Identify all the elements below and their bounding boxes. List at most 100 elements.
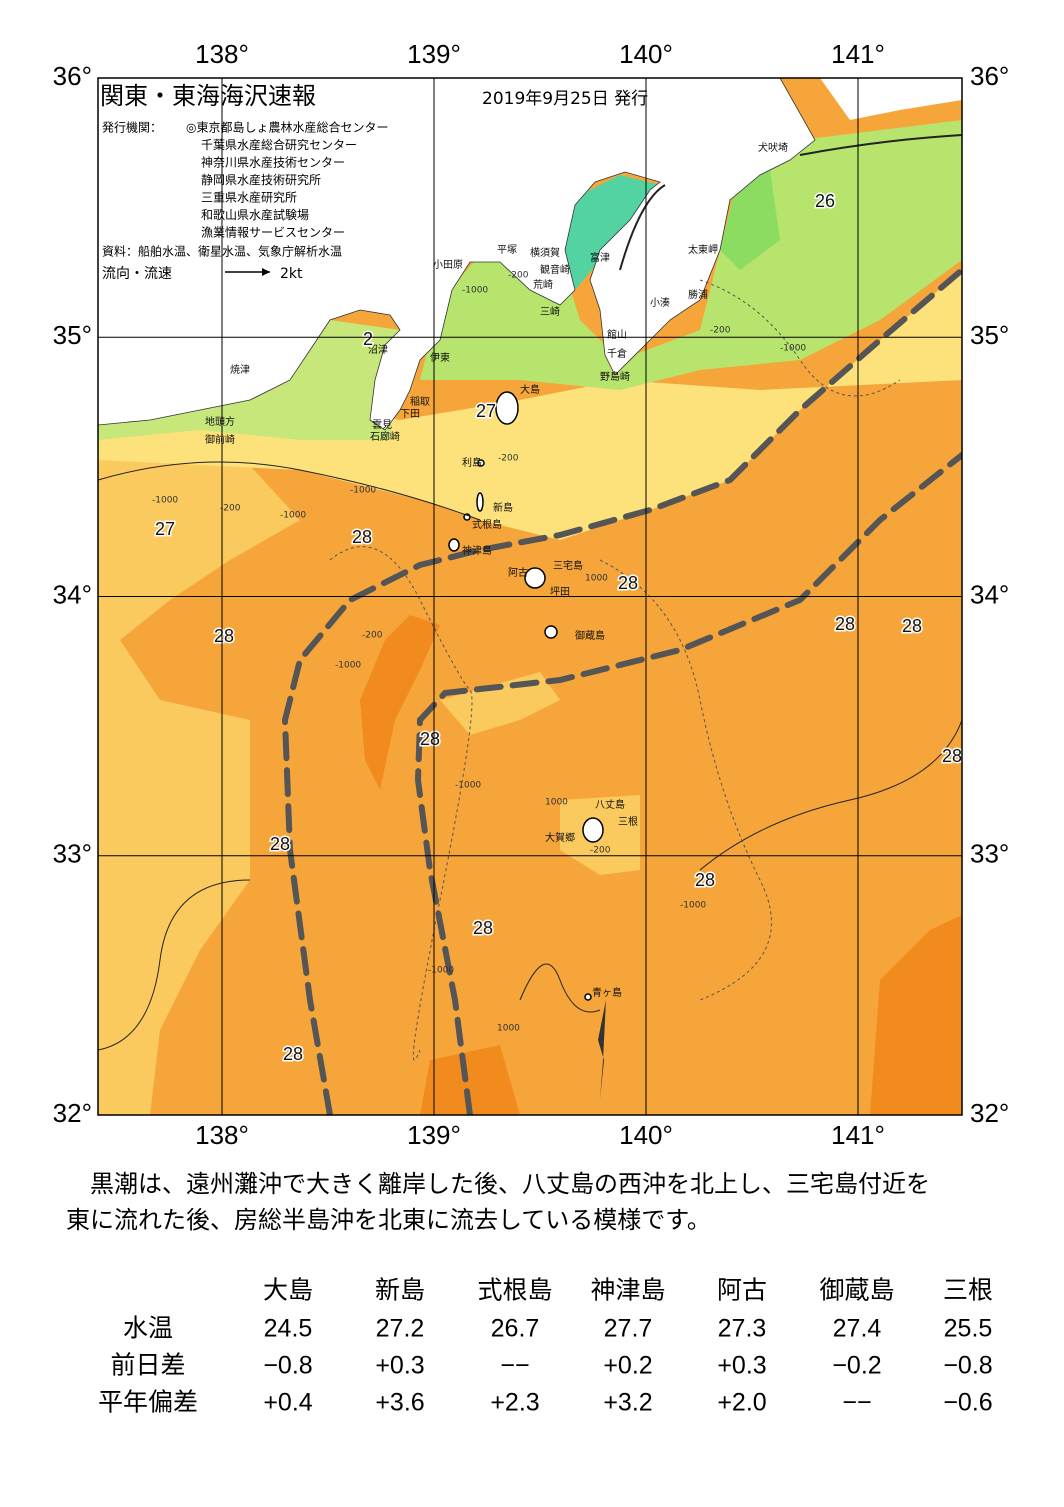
contour: [519, 963, 601, 1013]
place-name: 御蔵島: [575, 629, 605, 642]
temperature-label: 28: [902, 616, 922, 636]
lat-label-right: 33°: [970, 839, 1009, 869]
table-cell: −0.2: [832, 1352, 881, 1380]
depth-contour: [329, 546, 473, 1061]
depth-contour: [599, 559, 772, 1001]
temperature-label: 26: [815, 191, 835, 211]
sea-zone: [870, 915, 962, 1115]
sea-zone: [98, 440, 300, 1115]
place-name: 荒崎: [533, 278, 553, 291]
current-arrow: [598, 1000, 606, 1100]
column-header: 阿古: [717, 1277, 767, 1305]
place-name: 八丈島: [595, 798, 625, 811]
lon-label-top: 138°: [195, 39, 249, 69]
table-cell: +2.0: [717, 1389, 766, 1417]
publisher: ◎東京都島しょ農林水産総合センター: [186, 120, 388, 135]
depth-label: -1000: [428, 966, 454, 976]
table-cell: −0.6: [943, 1389, 992, 1417]
kuroshio-axis: [281, 267, 962, 1115]
place-name: 三根: [618, 815, 638, 828]
place-name: 太東岬: [688, 243, 718, 256]
table-cell: −0.8: [263, 1352, 312, 1380]
depth-label: 1000: [545, 798, 568, 808]
place-name: 三宅島: [553, 559, 583, 572]
place-name: 神津島: [462, 544, 492, 557]
row-header: 前日差: [110, 1352, 185, 1380]
depth-label: -200: [498, 454, 519, 464]
row-header: 水温: [123, 1315, 173, 1343]
place-name: 大賀郷: [545, 831, 575, 844]
land: [820, 78, 962, 120]
publisher: 漁業情報サービスセンター: [201, 226, 345, 240]
depth-label: 1000: [585, 574, 608, 584]
lon-label-bottom: 141°: [831, 1120, 885, 1150]
place-name: 富津: [590, 251, 610, 264]
place-name: 観音崎: [540, 263, 570, 276]
column-header: 新島: [375, 1277, 425, 1305]
table-cell: +0.3: [717, 1352, 766, 1380]
island: [477, 459, 485, 467]
islands: [448, 391, 604, 1001]
temperature-label: 28: [270, 834, 290, 854]
place-name: 大島: [520, 383, 540, 396]
axes: 138° 138° 139° 139° 140° 140° 141° 141° 36° 36° 35…: [53, 39, 1010, 1150]
contour: [98, 461, 481, 521]
sea-zone: [360, 615, 440, 790]
paragraph-line: 東に流れた後、房総半島沖を北東に流去している模様です。: [66, 1206, 711, 1234]
place-name: 三崎: [540, 305, 560, 318]
bathymetry: [329, 279, 901, 1061]
paragraph-line: 黒潮は、遠州灘沖で大きく離岸した後、八丈島の西沖を北上し、三宅島付近を: [90, 1170, 930, 1198]
island: [495, 391, 519, 425]
place-name: 館山: [607, 328, 627, 341]
temperature-label: 28: [942, 746, 962, 766]
place-name: 石廊崎: [370, 430, 400, 443]
temperature-label: 28: [695, 870, 715, 890]
temperature-label: 27: [155, 519, 175, 539]
depth-label: -1000: [350, 486, 376, 496]
table-cell: +2.3: [490, 1389, 539, 1417]
lon-label-top: 140°: [619, 39, 673, 69]
temperature-label: 28: [214, 626, 234, 646]
depth-label: -1000: [780, 344, 806, 354]
depth-label: -1000: [152, 496, 178, 506]
table-cell: 27.7: [604, 1315, 653, 1343]
island: [582, 817, 604, 843]
place-name: 雲見: [372, 419, 392, 431]
lon-label-top: 139°: [407, 39, 461, 69]
temperature-label: 28: [618, 573, 638, 593]
depth-contour: [699, 279, 901, 397]
island: [524, 567, 546, 589]
temperature-label: 28: [420, 729, 440, 749]
publisher: 千葉県水産総合研究センター: [201, 137, 357, 152]
depth-label: 1000: [497, 1024, 520, 1034]
publisher: 和歌山県水産試験場: [201, 207, 309, 222]
table-cell: 27.4: [833, 1315, 882, 1343]
lat-label-left: 32°: [53, 1098, 92, 1128]
place-name: 勝浦: [688, 288, 708, 301]
place-name: 犬吠埼: [758, 141, 788, 154]
place-name: 地頭方: [205, 415, 235, 428]
place-name: 坪田: [550, 585, 570, 598]
place-name: 伊東: [430, 351, 450, 364]
lat-label-left: 36°: [53, 61, 92, 91]
temperature-label: 28: [352, 527, 372, 547]
table-cell: +3.6: [375, 1389, 424, 1417]
place-name: 小湊: [650, 296, 670, 309]
place-name: 焼津: [230, 364, 250, 376]
table-cell: +0.3: [375, 1352, 424, 1380]
lon-label-bottom: 138°: [195, 1120, 249, 1150]
lon-label-bottom: 140°: [619, 1120, 673, 1150]
column-header: 御蔵島: [819, 1277, 894, 1305]
kuroshio: [281, 267, 962, 1115]
place-name: 新島: [493, 501, 513, 514]
depth-label: -1000: [280, 511, 306, 521]
issue-date: 2019年9月25日 発行: [482, 89, 648, 109]
temperature-label: 2: [363, 329, 373, 349]
lat-label-right: 34°: [970, 579, 1009, 609]
island: [584, 993, 592, 1001]
land: [98, 78, 816, 431]
contour: [699, 719, 962, 871]
lat-label-right: 36°: [970, 61, 1009, 91]
table-cell: +0.4: [263, 1389, 312, 1417]
